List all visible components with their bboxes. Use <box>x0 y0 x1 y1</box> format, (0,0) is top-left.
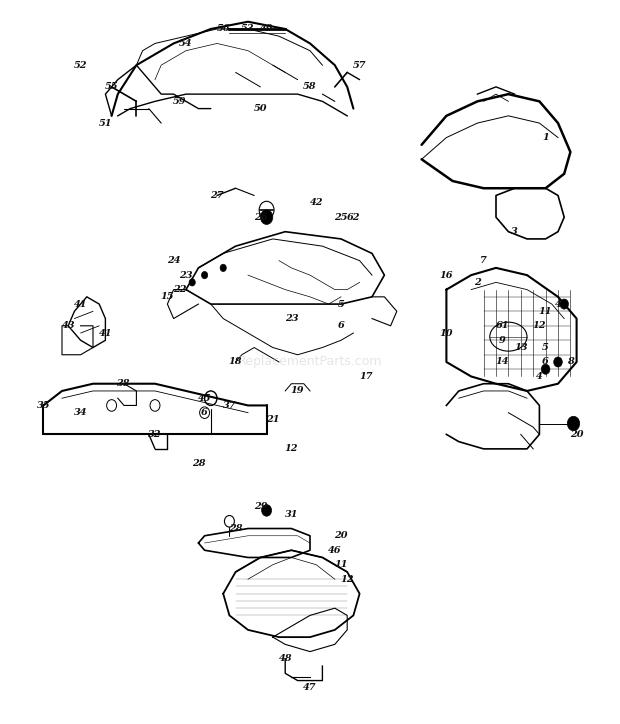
Text: 15: 15 <box>161 292 174 301</box>
Text: 50: 50 <box>254 104 267 113</box>
Text: 9: 9 <box>499 336 505 345</box>
Circle shape <box>554 357 562 367</box>
Text: 61: 61 <box>495 321 509 330</box>
Text: 41: 41 <box>99 329 112 337</box>
Text: 35: 35 <box>37 401 50 410</box>
Text: 57: 57 <box>353 61 366 70</box>
Text: 1: 1 <box>542 133 549 142</box>
Text: 23: 23 <box>285 314 298 323</box>
Text: 48: 48 <box>278 654 292 663</box>
Text: 13: 13 <box>514 343 528 352</box>
Text: 6: 6 <box>542 358 549 366</box>
Text: 31: 31 <box>285 510 298 518</box>
Text: 28: 28 <box>229 524 242 533</box>
Text: 14: 14 <box>495 358 509 366</box>
Text: 6: 6 <box>202 408 208 417</box>
Text: 46: 46 <box>328 546 342 555</box>
Text: 42: 42 <box>309 198 323 207</box>
Text: 12: 12 <box>285 445 298 453</box>
Text: 18: 18 <box>229 358 242 366</box>
Text: 62: 62 <box>347 213 360 222</box>
Text: 12: 12 <box>340 575 354 584</box>
Circle shape <box>567 416 580 431</box>
Text: 32: 32 <box>148 430 162 439</box>
Text: 17: 17 <box>359 372 373 381</box>
Text: 52: 52 <box>74 61 87 70</box>
Circle shape <box>262 505 272 516</box>
Text: 4: 4 <box>555 300 561 308</box>
Text: 4: 4 <box>536 372 542 381</box>
Circle shape <box>189 279 195 286</box>
Text: 22: 22 <box>173 285 187 294</box>
Text: 29: 29 <box>254 502 267 511</box>
Text: 49: 49 <box>260 25 273 33</box>
Text: 19: 19 <box>291 387 304 395</box>
Text: 37: 37 <box>223 401 236 410</box>
Text: 55: 55 <box>105 83 118 91</box>
Text: 20: 20 <box>570 430 583 439</box>
Circle shape <box>260 210 273 224</box>
Text: 41: 41 <box>74 300 87 308</box>
Text: 43: 43 <box>61 321 75 330</box>
Text: 6: 6 <box>338 321 344 330</box>
Circle shape <box>220 264 226 272</box>
Text: 8: 8 <box>567 358 574 366</box>
Text: 58: 58 <box>303 83 317 91</box>
Text: 5: 5 <box>338 300 344 308</box>
Text: 47: 47 <box>303 683 317 692</box>
Text: 2: 2 <box>474 278 480 287</box>
Text: 51: 51 <box>99 119 112 127</box>
Text: 12: 12 <box>533 321 546 330</box>
Text: 53: 53 <box>241 25 255 33</box>
Text: 5: 5 <box>542 343 549 352</box>
Text: 21: 21 <box>266 416 280 424</box>
Text: 24: 24 <box>167 256 180 265</box>
Circle shape <box>202 272 208 279</box>
Circle shape <box>541 364 550 374</box>
Text: 54: 54 <box>179 39 193 48</box>
Text: 16: 16 <box>440 271 453 279</box>
Text: 23: 23 <box>179 271 193 279</box>
Text: 25: 25 <box>334 213 348 222</box>
Text: 28: 28 <box>192 459 205 468</box>
Text: 38: 38 <box>117 379 131 388</box>
Text: 34: 34 <box>74 408 87 417</box>
Circle shape <box>560 299 569 309</box>
Text: 26: 26 <box>254 213 267 222</box>
Text: 59: 59 <box>173 97 187 106</box>
Text: 3: 3 <box>512 227 518 236</box>
Text: ReplacementParts.com: ReplacementParts.com <box>237 355 383 369</box>
Text: 10: 10 <box>440 329 453 337</box>
Text: 7: 7 <box>480 256 487 265</box>
Text: 11: 11 <box>539 307 552 316</box>
Text: 45: 45 <box>198 394 211 403</box>
Text: 27: 27 <box>210 191 224 200</box>
Text: 20: 20 <box>334 531 348 540</box>
Text: 56: 56 <box>216 25 230 33</box>
Text: 11: 11 <box>334 560 348 569</box>
